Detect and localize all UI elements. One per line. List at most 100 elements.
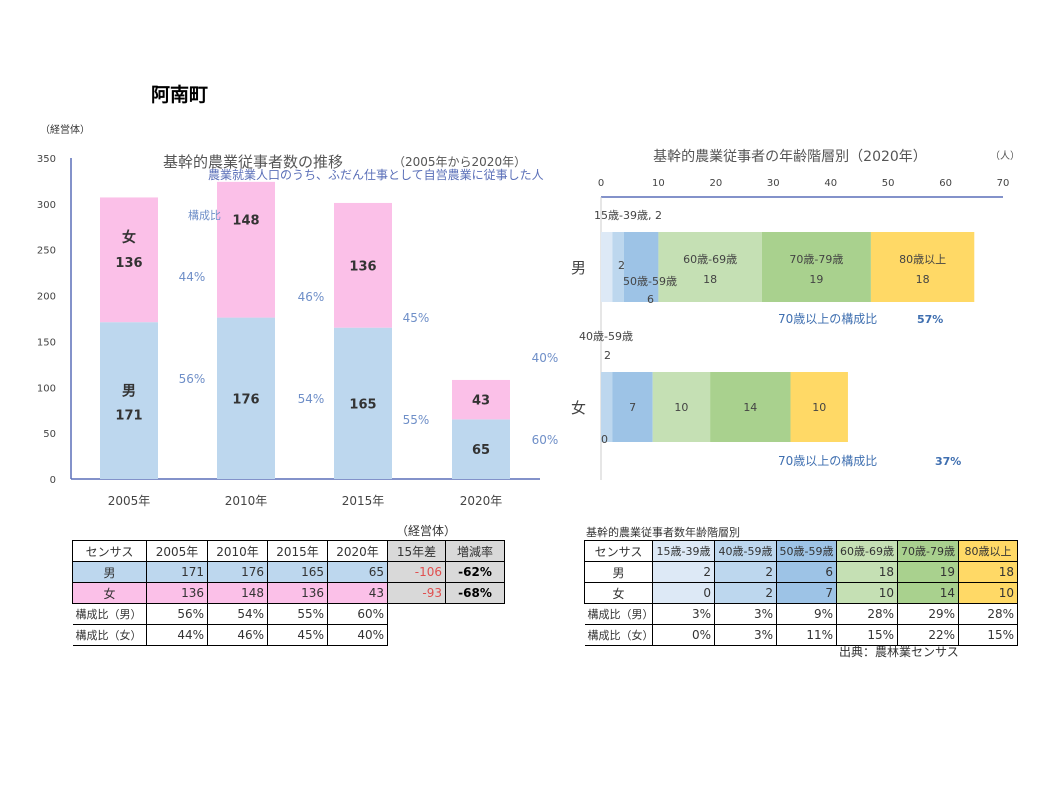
data-label-male: 176 <box>232 392 259 407</box>
y-tick-label: 250 <box>37 246 56 257</box>
series-label-male: 男 <box>122 384 136 400</box>
ratio-female-label: 45% <box>403 311 430 325</box>
table-cell: 7 <box>776 582 837 604</box>
age-census-table: センサス 15歳-39歳 40歳-59歳 50歳-59歳 60歳-69歳 70歳-79歳 8… <box>584 540 1018 646</box>
data-label-male: 65 <box>472 443 490 458</box>
table-cell: 46% <box>207 624 268 646</box>
bar-segment <box>612 232 624 302</box>
bar-segment <box>790 372 848 442</box>
table-cell: 165 <box>267 561 328 583</box>
x-tick-label: 70 <box>997 178 1010 189</box>
page-title: 阿南町 <box>151 84 209 106</box>
table-cell: 44% <box>146 624 208 646</box>
header-cell: センサス <box>72 540 147 562</box>
table-cell: -62% <box>445 561 505 583</box>
y-tick-label: 200 <box>37 292 56 303</box>
x-tick-label: 2020年 <box>460 494 503 508</box>
table-cell: 22% <box>897 624 959 646</box>
bar-segment <box>761 232 871 302</box>
table-cell: 29% <box>897 603 959 625</box>
table-cell: 148 <box>207 582 268 604</box>
data-label-female: 136 <box>115 256 142 271</box>
table-cell: 40% <box>327 624 388 646</box>
ratio-male-label: 54% <box>298 392 325 406</box>
table-cell: 136 <box>267 582 328 604</box>
y-tick-label: 300 <box>37 200 56 211</box>
y-tick-label: 50 <box>43 429 56 440</box>
bar-segment <box>652 372 711 442</box>
table-cell: 18 <box>958 561 1018 583</box>
segment-name-label: 50歳-59歳 <box>623 275 677 288</box>
over70-label: 70歳以上の構成比 <box>778 454 877 468</box>
table-cell: 10 <box>836 582 898 604</box>
data-label: 7 <box>629 401 636 414</box>
table-row: 男 2 2 6 18 19 18 <box>584 561 1018 583</box>
bar-segment <box>658 232 762 302</box>
table-cell: 0 <box>652 582 715 604</box>
chart-title-sub: （2005年から2020年） <box>393 155 526 169</box>
bar-segment <box>601 372 613 442</box>
over70-label: 70歳以上の構成比 <box>778 312 877 326</box>
data-label: 18 <box>703 273 717 286</box>
data-label-female: 136 <box>349 259 376 274</box>
ratio-caption-partial: 構成比 <box>188 209 221 222</box>
data-label: 6 <box>647 293 654 306</box>
table-cell: 構成比（男） <box>72 603 147 625</box>
table-cell: 構成比（男） <box>584 603 654 625</box>
bar-female <box>217 181 275 318</box>
bar-segment <box>623 232 659 302</box>
table-cell: 15% <box>958 624 1018 646</box>
table-cell: 2 <box>714 561 777 583</box>
table-cell: 2 <box>714 582 777 604</box>
ratio-female-label: 40% <box>532 351 559 365</box>
table-cell: 3% <box>652 603 715 625</box>
table-row: 構成比（女） 44% 46% 45% 40% <box>72 624 505 646</box>
ratio-female-label: 46% <box>298 290 325 304</box>
x-tick-label: 40 <box>824 178 837 189</box>
table-cell: 18 <box>836 561 898 583</box>
table-cell: 構成比（女） <box>72 624 147 646</box>
data-label-female: 148 <box>232 214 259 229</box>
header-cell: 増減率 <box>445 540 505 562</box>
data-label: 19 <box>809 273 823 286</box>
header-cell: 2010年 <box>207 540 268 562</box>
bar-female <box>100 197 158 323</box>
table-cell: 9% <box>776 603 837 625</box>
segment-annotation: 15歳-39歳, 2 <box>594 209 662 222</box>
segment-annotation: 40歳-59歳 <box>579 330 633 343</box>
table-cell: 3% <box>714 603 777 625</box>
header-cell: 15年差 <box>387 540 446 562</box>
x-tick-label: 60 <box>939 178 952 189</box>
table-cell: 28% <box>836 603 898 625</box>
data-label: 0 <box>601 433 608 446</box>
table-cell: 45% <box>267 624 328 646</box>
segment-name-label: 60歳-69歳 <box>683 253 737 266</box>
ratio-female-label: 44% <box>179 270 206 284</box>
data-label-male: 165 <box>349 397 376 412</box>
age-table-title: 基幹的農業従事者数年齢階層別 <box>586 526 740 539</box>
data-label: 18 <box>916 273 930 286</box>
bar-male <box>452 419 510 479</box>
table-cell: -93 <box>387 582 446 604</box>
table-cell: 男 <box>584 561 653 583</box>
bar-segment <box>612 372 653 442</box>
bar-male <box>334 327 392 479</box>
segment-name-label: 80歳以上 <box>899 253 946 266</box>
table-header-row: センサス 2005年 2010年 2015年 2020年 15年差 増減率 <box>72 540 505 562</box>
header-cell: 2005年 <box>146 540 208 562</box>
series-label-female: 女 <box>122 229 136 246</box>
x-tick-label: 2005年 <box>108 494 151 508</box>
table-row: 女 136 148 136 43 -93 -68% <box>72 582 505 604</box>
table-cell: 28% <box>958 603 1018 625</box>
table-row: 男 171 176 165 65 -106 -62% <box>72 561 505 583</box>
table-cell: 11% <box>776 624 837 646</box>
bar-female <box>334 202 392 328</box>
header-cell: 70歳-79歳 <box>897 540 959 562</box>
y-tick-label: 0 <box>50 475 56 486</box>
header-cell: 15歳-39歳 <box>652 540 715 562</box>
composition-trend-chart: 0 50 100 150 200 250 300 350 男 女 171 136 2005年 44% 56%… <box>37 153 559 508</box>
x-tick-label: 10 <box>652 178 665 189</box>
table-cell: 14 <box>897 582 959 604</box>
table-cell: 女 <box>584 582 653 604</box>
x-tick-label: 0 <box>598 178 604 189</box>
